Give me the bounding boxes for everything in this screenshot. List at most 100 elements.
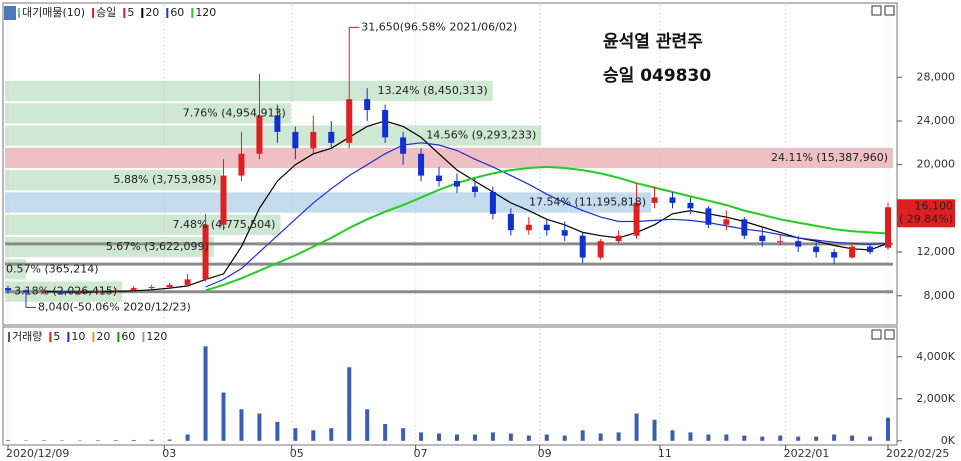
legend-swatch bbox=[49, 332, 52, 342]
legend-label: 120 bbox=[146, 330, 167, 343]
candle-body bbox=[184, 279, 191, 285]
volume-profile-bar bbox=[5, 170, 222, 191]
volume-profile-label: 17.54% (11,195,818) bbox=[529, 195, 646, 208]
volume-bar bbox=[796, 436, 801, 441]
volume-bar bbox=[383, 424, 388, 441]
legend-label: 5 bbox=[127, 6, 134, 19]
candle-body bbox=[543, 224, 550, 231]
candle-body bbox=[579, 235, 586, 258]
candle-body bbox=[346, 99, 353, 143]
candle-body bbox=[831, 252, 838, 258]
candle-body bbox=[633, 202, 640, 236]
candle-body bbox=[759, 235, 766, 242]
volume-bar bbox=[760, 436, 765, 441]
legend-label: 20 bbox=[145, 6, 159, 19]
candle-body bbox=[651, 197, 658, 203]
ma-line bbox=[205, 142, 889, 288]
last-price-box bbox=[897, 199, 955, 228]
volume-bar bbox=[778, 435, 783, 441]
candle-body bbox=[130, 288, 137, 291]
volume-bar bbox=[401, 428, 406, 441]
candle-body bbox=[777, 241, 784, 243]
x-tick-label: 03 bbox=[162, 447, 176, 460]
candle-body bbox=[5, 288, 11, 291]
panel-button[interactable] bbox=[871, 329, 882, 340]
panel-button[interactable] bbox=[871, 5, 882, 16]
candle-body bbox=[310, 131, 317, 149]
volume-bar bbox=[490, 432, 495, 441]
volume-bar bbox=[724, 434, 729, 441]
candle-body bbox=[507, 213, 514, 231]
volume-profile-label: 3.18% (2,026,415) bbox=[14, 285, 117, 298]
volume-bar bbox=[580, 430, 585, 441]
volume-profile-label: 13.24% (8,450,313) bbox=[378, 84, 488, 97]
candle-body bbox=[292, 131, 299, 149]
candle-body bbox=[40, 291, 47, 293]
legend-label: 60 bbox=[121, 330, 135, 343]
candle-body bbox=[418, 153, 425, 176]
candle-body bbox=[436, 175, 443, 182]
y-tick-label: 12,000 bbox=[917, 245, 956, 258]
volume-profile-bar bbox=[5, 147, 893, 169]
candle-body bbox=[615, 235, 622, 242]
volume-bar bbox=[257, 413, 262, 441]
panel-button[interactable] bbox=[884, 5, 895, 16]
candle-body bbox=[328, 131, 335, 143]
volume-profile-label: 0.57% (365,214) bbox=[6, 262, 99, 275]
y-tick-label: 20,000 bbox=[917, 158, 956, 171]
volume-bar bbox=[131, 439, 136, 441]
volume-bar bbox=[634, 413, 639, 441]
volume-bar bbox=[670, 430, 675, 441]
legend-swatch bbox=[18, 8, 20, 18]
volume-bar bbox=[850, 435, 855, 441]
y-tick-label: 8,000 bbox=[924, 289, 956, 302]
y-tick-label: 0K bbox=[941, 434, 956, 447]
volume-bar bbox=[149, 439, 154, 441]
candle-body bbox=[364, 99, 371, 111]
last-price-label: 16,100 bbox=[915, 199, 954, 212]
chart-title: 윤석열 관련주 bbox=[603, 32, 703, 52]
x-tick-label: 2022/02/25 bbox=[886, 447, 949, 460]
panel-icon[interactable] bbox=[4, 6, 16, 20]
x-tick-label: 11 bbox=[658, 447, 672, 460]
candle-body bbox=[453, 181, 460, 187]
legend-swatch bbox=[117, 332, 120, 342]
volume-profile-bar bbox=[5, 214, 281, 235]
legend-swatch bbox=[92, 8, 95, 18]
candle-body bbox=[687, 202, 694, 209]
volume-bar bbox=[814, 436, 819, 441]
legend-label: 대기매물(10) bbox=[22, 6, 85, 19]
volume-profile-bar bbox=[5, 125, 542, 146]
candle-body bbox=[382, 110, 389, 138]
candle-body bbox=[112, 290, 119, 292]
volume-bar bbox=[616, 432, 621, 441]
legend-label: 승일 bbox=[96, 5, 116, 19]
volume-bar bbox=[6, 440, 10, 441]
legend-swatch bbox=[191, 8, 194, 18]
candle-body bbox=[885, 207, 891, 248]
panel-button[interactable] bbox=[884, 329, 895, 340]
candle-body bbox=[669, 197, 676, 203]
volume-bar bbox=[275, 421, 280, 441]
candle-body bbox=[22, 290, 29, 293]
candle-body bbox=[220, 175, 227, 225]
chart-subtitle: 승일 049830 bbox=[603, 66, 711, 86]
volume-bar bbox=[311, 430, 316, 441]
x-tick-label: 07 bbox=[414, 447, 428, 460]
candle-body bbox=[723, 219, 730, 225]
volume-bar bbox=[508, 433, 513, 441]
volume-bar bbox=[454, 434, 459, 441]
x-tick-label: 05 bbox=[290, 447, 304, 460]
volume-bar bbox=[652, 419, 657, 441]
volume-profile-label: 14.56% (9,293,233) bbox=[426, 129, 536, 142]
legend-label: 10 bbox=[71, 330, 85, 343]
candle-body bbox=[813, 246, 820, 253]
candle-body bbox=[202, 224, 209, 280]
volume-bar bbox=[365, 409, 370, 441]
y-tick-label: 4,000K bbox=[916, 350, 955, 363]
volume-bar bbox=[203, 346, 208, 441]
annotation-arrow bbox=[25, 295, 36, 308]
volume-bar bbox=[167, 439, 172, 441]
volume-profile-bar bbox=[5, 80, 493, 102]
volume-profile-label: 5.67% (3,622,099) bbox=[106, 240, 209, 253]
